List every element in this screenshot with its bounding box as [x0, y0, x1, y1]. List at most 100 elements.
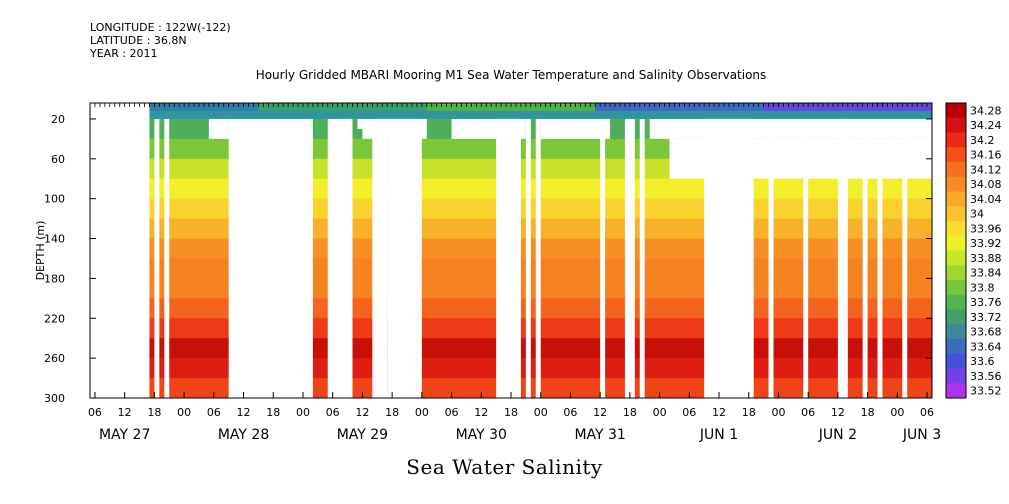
- x-tick-label: 18: [504, 406, 518, 419]
- colorbar-label: 33.84: [970, 267, 1002, 280]
- colorbar-cell: [946, 324, 966, 340]
- x-tick-label: 00: [890, 406, 904, 419]
- x-date-label: JUN 2: [818, 427, 857, 443]
- x-tick-label: 12: [355, 406, 369, 419]
- x-tick-label: 06: [326, 406, 340, 419]
- y-tick-label: 260: [44, 352, 65, 365]
- x-tick-label: 12: [118, 406, 132, 419]
- x-tick-label: 00: [534, 406, 548, 419]
- x-tick-label: 06: [920, 406, 934, 419]
- colorbar-cell: [946, 162, 966, 178]
- data-gap: [862, 118, 868, 398]
- colorbar-cell: [946, 235, 966, 251]
- data-gap: [837, 118, 848, 398]
- colorbar-cell: [946, 383, 966, 399]
- data-gap: [704, 118, 754, 398]
- x-tick-label: 12: [237, 406, 251, 419]
- x-tick-label: 00: [296, 406, 310, 419]
- data-gap: [902, 118, 908, 398]
- colorbar-label: 33.72: [970, 311, 1002, 324]
- colorbar-label: 33.92: [970, 237, 1002, 250]
- colorbar-label: 33.6: [970, 355, 995, 368]
- data-gap: [496, 118, 521, 398]
- y-tick-label: 220: [44, 312, 65, 325]
- x-date-label: MAY 30: [456, 427, 507, 443]
- colorbar-frame: [945, 102, 967, 399]
- data-gap: [387, 118, 422, 398]
- data-gap: [327, 118, 353, 398]
- x-tick-label: 18: [742, 406, 756, 419]
- data-gap: [803, 118, 809, 398]
- colorbar-label: 34.28: [970, 104, 1002, 117]
- colorbar-label: 34.2: [970, 134, 995, 147]
- x-tick-label: 00: [771, 406, 785, 419]
- longitude-label: LONGITUDE : 122W(-122): [90, 21, 231, 34]
- colorbar-cell: [946, 132, 966, 148]
- x-tick-label: 00: [653, 406, 667, 419]
- chart-title: Hourly Gridded MBARI Mooring M1 Sea Wate…: [255, 68, 767, 82]
- data-gap: [540, 118, 611, 139]
- x-date-label: MAY 31: [574, 427, 625, 443]
- colorbar-label: 33.68: [970, 326, 1002, 339]
- data-gap: [877, 118, 883, 398]
- data-gap: [535, 118, 541, 398]
- x-tick-label: 12: [593, 406, 607, 419]
- colorbar-label: 34.08: [970, 178, 1002, 191]
- colorbar-cell: [946, 339, 966, 355]
- data-gap: [228, 118, 299, 398]
- data-gap: [164, 118, 170, 398]
- y-tick-label: 20: [51, 113, 65, 126]
- colorbar-label: 34.12: [970, 163, 1002, 176]
- y-tick-label: 180: [44, 272, 65, 285]
- colorbar-label: 33.56: [970, 370, 1002, 383]
- colorbar-cell: [946, 147, 966, 163]
- colorbar-label: 34: [970, 208, 984, 221]
- x-tick-label: 18: [385, 406, 399, 419]
- y-tick-label: 140: [44, 233, 65, 246]
- colorbar-label: 33.64: [970, 340, 1002, 353]
- colorbar-label: 34.04: [970, 193, 1002, 206]
- colorbar-cell: [946, 117, 966, 133]
- colorbar-cell: [946, 368, 966, 384]
- colorbar-cell: [946, 250, 966, 266]
- data-gap: [768, 118, 774, 398]
- latitude-label: LATITUDE : 36.8N: [90, 34, 187, 47]
- colorbar-cell: [946, 103, 966, 119]
- colorbar-cell: [946, 221, 966, 237]
- data-gap: [154, 118, 160, 398]
- data-gap: [600, 118, 606, 398]
- x-tick-label: 12: [474, 406, 488, 419]
- x-tick-label: 06: [207, 406, 221, 419]
- data-gap: [337, 118, 353, 139]
- x-tick-label: 18: [861, 406, 875, 419]
- x-date-label: JUN 3: [902, 427, 941, 443]
- y-tick-label: 100: [44, 193, 65, 206]
- x-tick-label: 06: [563, 406, 577, 419]
- colorbar-cell: [946, 191, 966, 207]
- colorbar-label: 34.16: [970, 149, 1002, 162]
- colorbar-label: 34.24: [970, 119, 1002, 132]
- chart-subtitle: Sea Water Salinity: [406, 455, 603, 479]
- data-gap: [208, 118, 229, 139]
- colorbar-label: 33.52: [970, 385, 1002, 398]
- data-gap: [649, 118, 932, 139]
- x-tick-label: 06: [682, 406, 696, 419]
- data-gap: [357, 118, 363, 129]
- colorbar-cell: [946, 309, 966, 325]
- x-tick-label: 18: [266, 406, 280, 419]
- x-date-label: MAY 29: [337, 427, 388, 443]
- data-gap: [624, 118, 635, 398]
- x-tick-label: 18: [623, 406, 637, 419]
- colorbar-cell: [946, 176, 966, 192]
- y-tick-label: 60: [51, 153, 65, 166]
- x-tick-label: 06: [445, 406, 459, 419]
- x-tick-label: 00: [415, 406, 429, 419]
- colorbar-cell: [946, 294, 966, 310]
- colorbar-cell: [946, 280, 966, 296]
- x-date-label: JUN 1: [699, 427, 738, 443]
- data-gap: [525, 118, 531, 398]
- x-tick-label: 06: [88, 406, 102, 419]
- colorbar-cell: [946, 206, 966, 222]
- x-tick-label: 12: [712, 406, 726, 419]
